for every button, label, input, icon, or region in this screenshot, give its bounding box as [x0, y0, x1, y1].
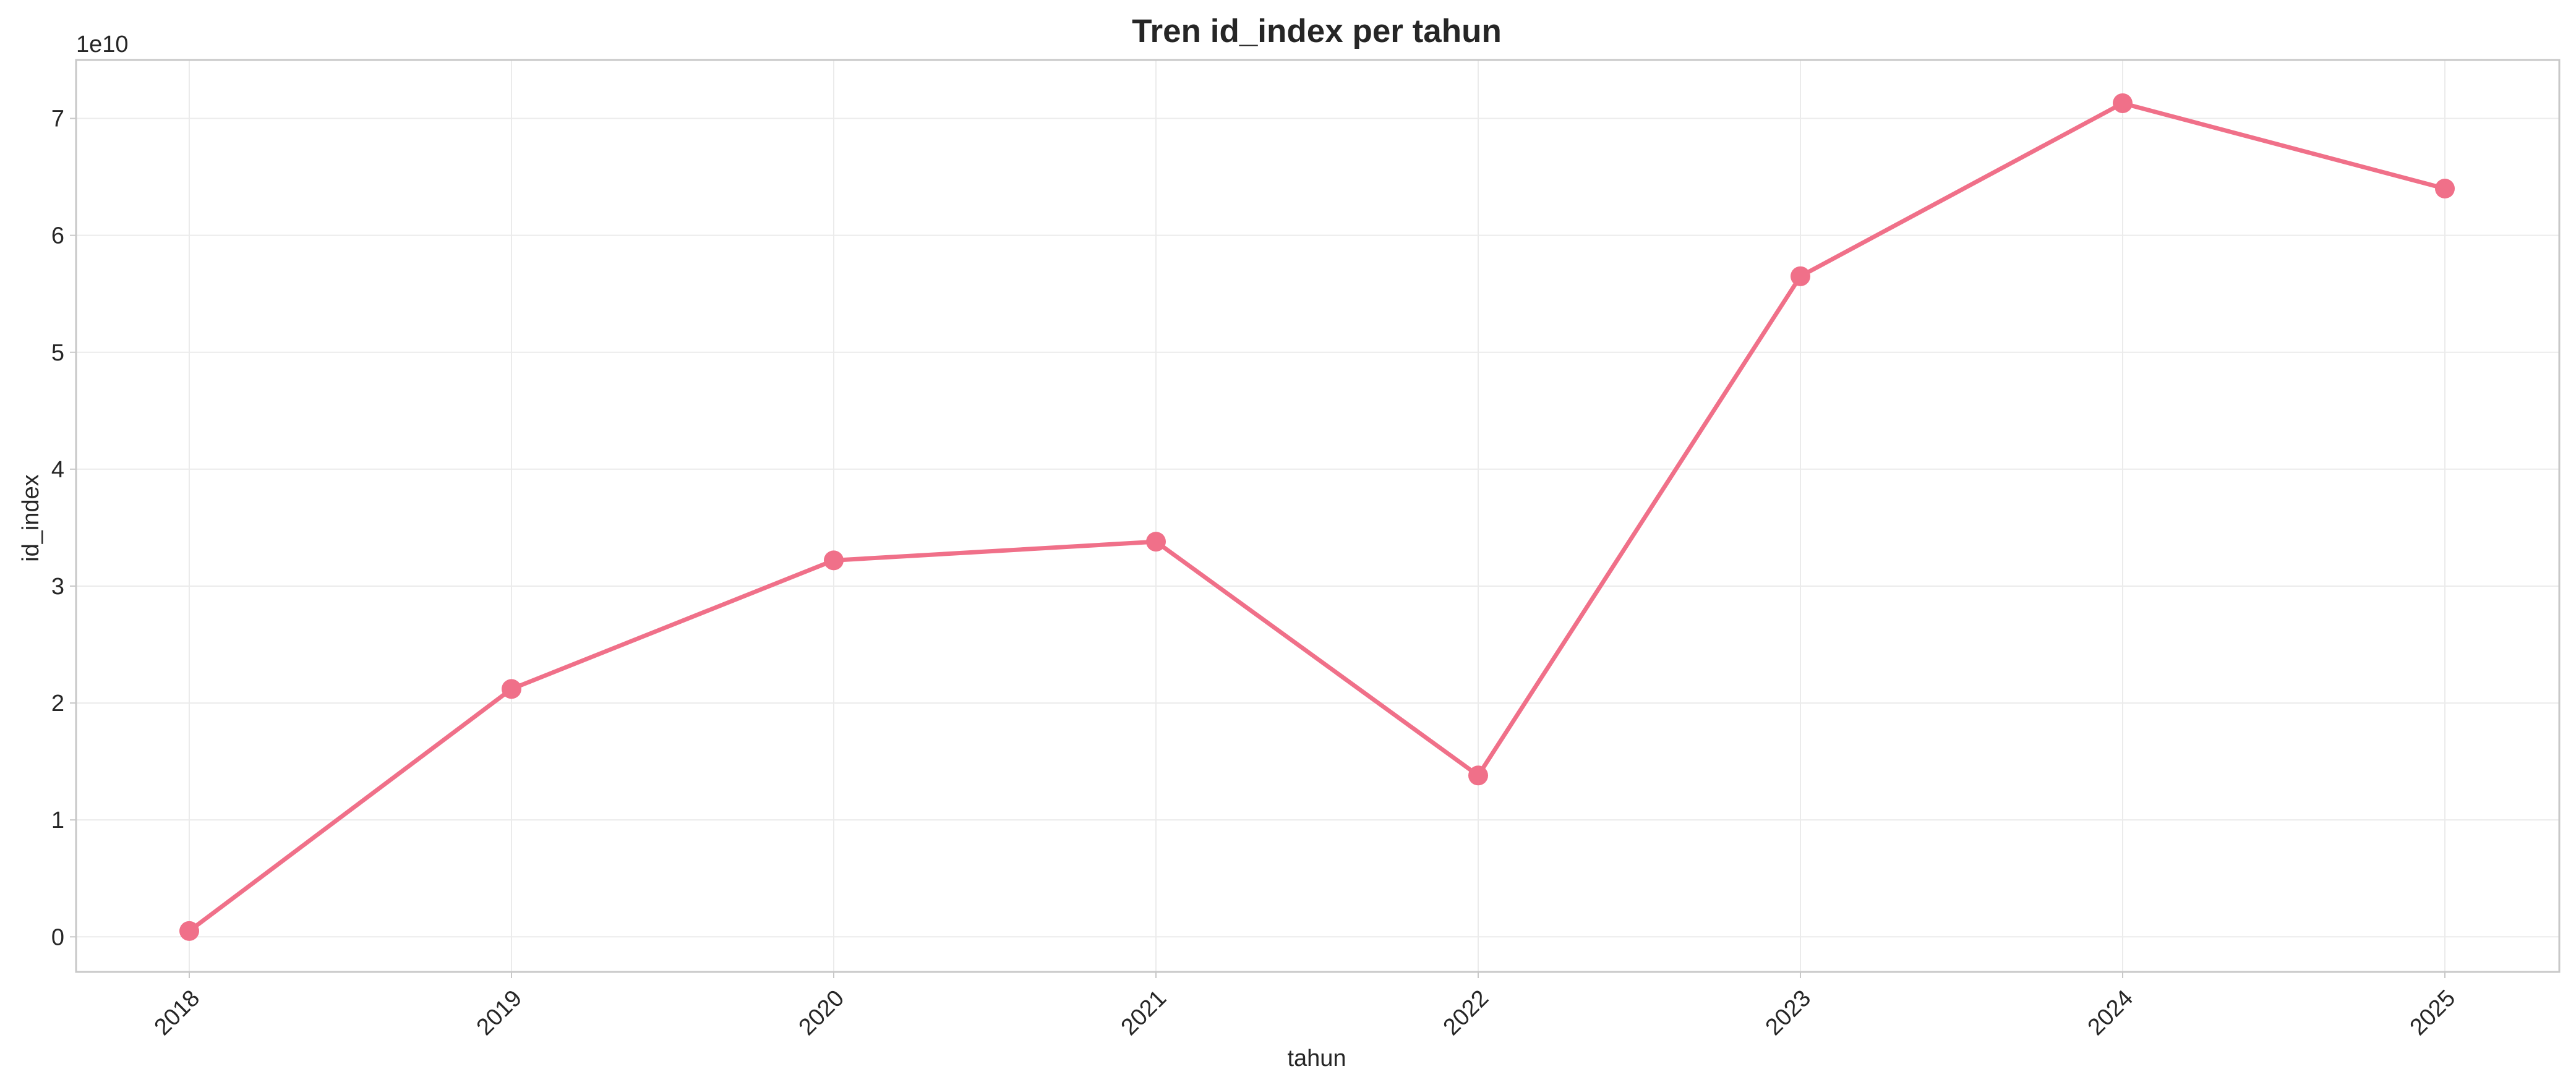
x-tick-label: 2024: [2083, 985, 2138, 1040]
x-tick-label: 2023: [1761, 985, 1816, 1040]
y-tick-label: 6: [51, 223, 64, 249]
data-point-marker: [2113, 93, 2133, 113]
x-axis-label: tahun: [1287, 1045, 1346, 1071]
y-axis-ticks: 0 1 2 3 4 5 6 7: [51, 106, 76, 950]
data-point-marker: [179, 921, 199, 941]
x-tick-label: 2020: [794, 985, 849, 1040]
plot-frame: [75, 59, 2561, 973]
grid-lines: [76, 60, 2559, 972]
y-axis-label: id_index: [18, 474, 44, 562]
x-tick-label: 2021: [1116, 985, 1171, 1040]
chart-title: Tren id_index per tahun: [1132, 13, 1502, 49]
y-axis-offset-label: 1e10: [76, 32, 129, 57]
x-tick-label: 2019: [472, 985, 527, 1040]
x-tick-label: 2025: [2405, 985, 2460, 1040]
x-tick-label: 2022: [1439, 985, 1494, 1040]
y-tick-label: 2: [51, 691, 64, 717]
series-line: [187, 101, 2447, 934]
x-axis-ticks: 2018 2019 2020 2021 2022 2023 2024 2025: [150, 972, 2460, 1041]
y-tick-label: 0: [51, 924, 64, 950]
data-point-marker: [502, 679, 521, 699]
data-point-marker: [1791, 266, 1810, 286]
y-tick-label: 4: [51, 457, 64, 483]
data-point-marker: [1468, 765, 1488, 786]
data-point-marker: [1146, 532, 1166, 552]
data-point-marker: [2435, 179, 2455, 199]
series-layer: [179, 93, 2455, 941]
data-point-marker: [824, 550, 844, 571]
y-tick-label: 1: [51, 807, 64, 833]
y-tick-label: 7: [51, 106, 64, 132]
y-tick-label: 3: [51, 574, 64, 600]
y-tick-label: 5: [51, 340, 64, 366]
x-tick-label: 2018: [150, 985, 205, 1040]
